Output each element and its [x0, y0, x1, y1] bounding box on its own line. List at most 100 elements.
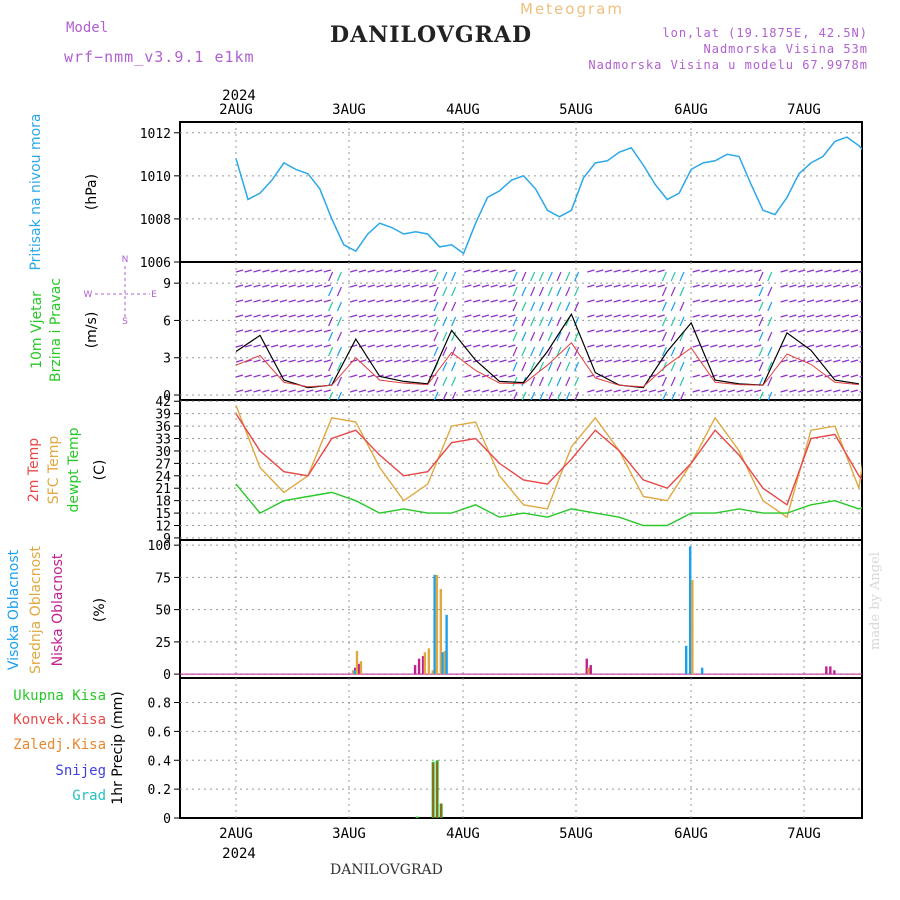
wind-arrow [595, 284, 604, 288]
wind-arrow [402, 299, 411, 303]
wind-arrow [833, 389, 841, 393]
wind-arrow [798, 299, 806, 303]
wind-arrow [692, 329, 700, 333]
wind-arrow [481, 284, 490, 288]
wind-arrow [692, 299, 700, 303]
wind-arrow [745, 314, 753, 318]
panel-frame-cloud [179, 539, 863, 679]
wind-arrow [850, 299, 859, 303]
wind-arrow [367, 344, 375, 348]
day-label-bottom: 2AUG [219, 826, 253, 842]
wind-arrow [288, 344, 296, 348]
wind-arrow [262, 329, 270, 333]
cloud-bar [427, 648, 431, 675]
wind-arrow [789, 269, 797, 273]
temp-axis-label-3: dewpt Temp [66, 427, 82, 512]
wind-arrow [736, 314, 744, 318]
wind-arrow [323, 299, 332, 303]
wind-arrow [736, 269, 744, 273]
wind-arrow [824, 344, 832, 348]
day-label-top: 7AUG [787, 102, 821, 118]
precip-bar-convective [436, 761, 439, 818]
precip-bar-convective [440, 803, 443, 818]
wind-arrow [270, 284, 279, 288]
wind-arrow [745, 344, 753, 348]
wind-arrow [314, 389, 323, 393]
wind-arrow [411, 299, 419, 303]
wind-arrow [420, 269, 428, 273]
wind-arrow [270, 344, 279, 348]
wind-arrow [402, 284, 411, 288]
model-elevation-label: Nadmorska Visina u modelu 67.9978m [588, 58, 868, 72]
wind-arrow [780, 344, 788, 348]
day-label-top: 2AUG [219, 102, 253, 118]
wind-arrow [244, 344, 252, 348]
wind-arrow [350, 284, 358, 288]
wind-arrow [530, 286, 536, 297]
wind-arrow [393, 314, 402, 318]
wind-arrow [336, 301, 342, 312]
precip-bar-total [415, 816, 419, 818]
wind-arrow [859, 330, 862, 333]
wind-arrow [595, 389, 604, 393]
wind-arrow [727, 389, 736, 393]
compass-e: E [151, 290, 157, 300]
temp-axis-label-2: SFC Temp [46, 436, 62, 505]
wind-arrow [639, 329, 648, 333]
wind-arrow [262, 299, 270, 303]
wind-arrow [473, 329, 481, 333]
wind-arrow [433, 346, 439, 357]
wind-arrow [350, 314, 358, 318]
wind-arrow [393, 269, 402, 273]
day-label-top: 6AUG [674, 102, 708, 118]
wind-arrow [367, 299, 375, 303]
wind-arrow [679, 346, 685, 357]
wind-arrow [736, 374, 744, 378]
wind-arrow [451, 361, 457, 372]
wind-arrow [336, 286, 342, 297]
wind-arrow [411, 284, 419, 288]
wind-arrow [411, 359, 419, 363]
wind-arrow [574, 331, 580, 342]
wind-arrow [701, 389, 709, 393]
wind-arrow [679, 271, 685, 282]
wind-arrow [473, 389, 481, 393]
cloud-bar [435, 574, 439, 675]
wind-arrow [442, 301, 448, 312]
wind-arrow [754, 314, 762, 318]
wind-arrow [235, 389, 244, 393]
wind-arrow [350, 329, 358, 333]
wind-arrow [754, 329, 762, 333]
cloud-bar [688, 546, 692, 675]
wind-arrow [815, 269, 823, 273]
wind-arrow [433, 391, 439, 400]
wind-arrow [824, 359, 832, 363]
wind-arrow [253, 389, 261, 393]
wind-arrow [288, 299, 296, 303]
wind-arrow [402, 329, 411, 333]
wind-arrow [328, 286, 334, 297]
wind-arrow [780, 359, 788, 363]
cloud-bar [355, 650, 359, 675]
wind-arrow [595, 314, 604, 318]
panel-frame-pressure [179, 121, 863, 263]
wind-arrow [464, 299, 472, 303]
wind-arrow [622, 269, 630, 273]
wind-arrow [547, 331, 553, 342]
wind-arrow [767, 331, 773, 342]
wind-arrow [402, 314, 411, 318]
wind-arrow [473, 299, 481, 303]
wind-arrow [393, 359, 402, 363]
wind-arrow [604, 284, 613, 288]
wind-arrow [464, 389, 472, 393]
wind-arrow [336, 271, 342, 282]
wind-arrow [499, 284, 507, 288]
wind-arrow [253, 284, 261, 288]
wind-arrow [859, 390, 862, 393]
footer-station: DANILOVGRAD [330, 862, 443, 878]
coords-label: lon,lat (19.1875E, 42.5N) [662, 26, 868, 40]
wind-arrow [420, 344, 428, 348]
wind-arrow [622, 344, 630, 348]
wind-arrow [336, 316, 342, 327]
